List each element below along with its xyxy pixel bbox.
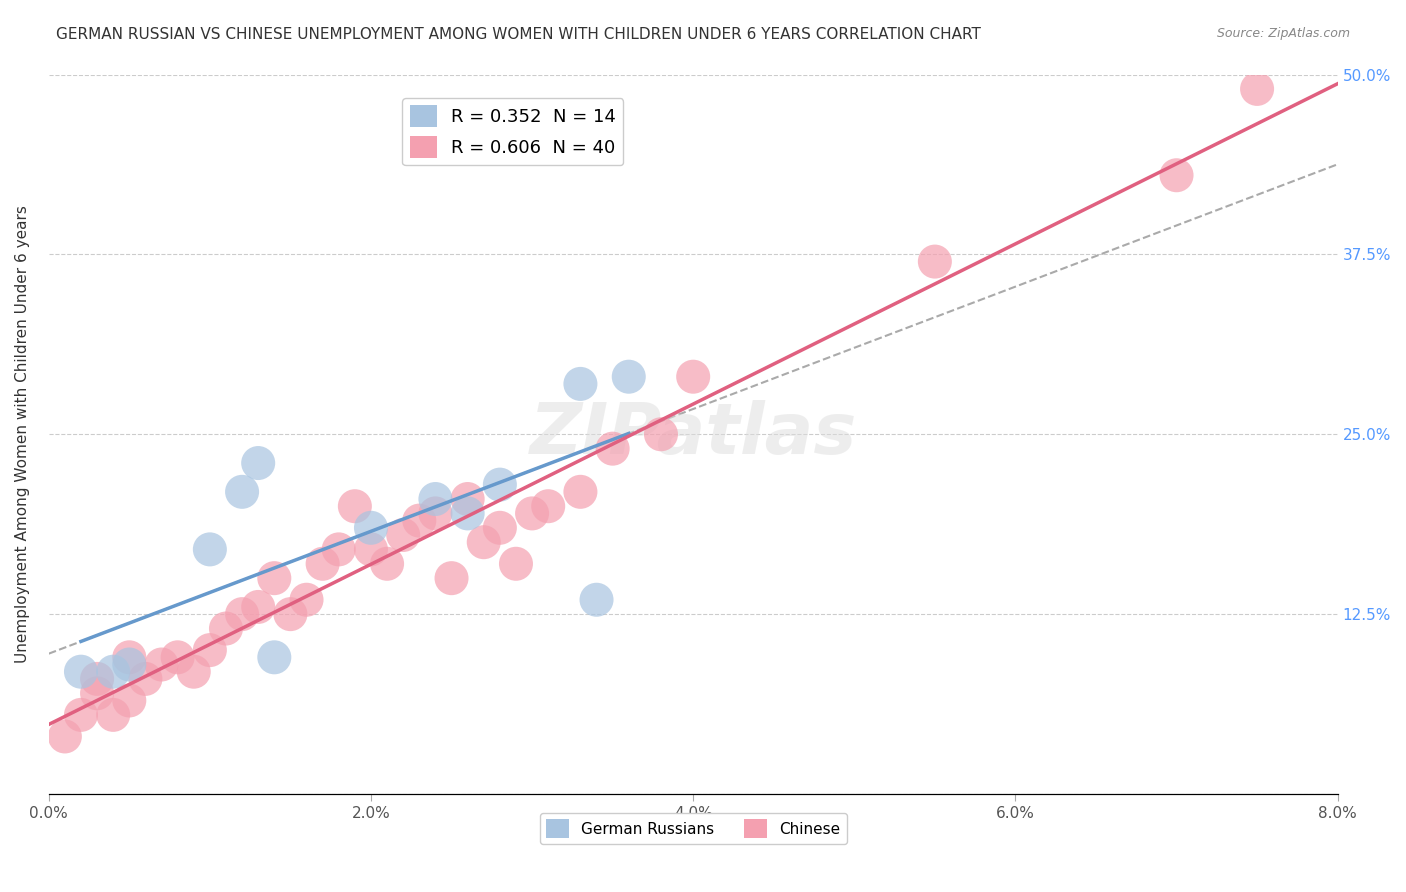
- Point: [263, 650, 285, 665]
- Point: [425, 507, 447, 521]
- Point: [86, 686, 108, 700]
- Text: GERMAN RUSSIAN VS CHINESE UNEMPLOYMENT AMONG WOMEN WITH CHILDREN UNDER 6 YEARS C: GERMAN RUSSIAN VS CHINESE UNEMPLOYMENT A…: [56, 27, 981, 42]
- Point: [166, 650, 188, 665]
- Point: [472, 535, 495, 549]
- Point: [650, 427, 672, 442]
- Text: ZIPatlas: ZIPatlas: [530, 400, 856, 469]
- Point: [231, 484, 253, 499]
- Point: [924, 254, 946, 268]
- Point: [295, 592, 318, 607]
- Point: [682, 369, 704, 384]
- Text: Source: ZipAtlas.com: Source: ZipAtlas.com: [1216, 27, 1350, 40]
- Point: [537, 500, 560, 514]
- Point: [247, 599, 270, 614]
- Point: [183, 665, 205, 679]
- Point: [617, 369, 640, 384]
- Point: [569, 484, 592, 499]
- Point: [70, 707, 93, 722]
- Point: [425, 491, 447, 506]
- Point: [408, 514, 430, 528]
- Point: [360, 521, 382, 535]
- Point: [457, 507, 479, 521]
- Point: [602, 442, 624, 456]
- Point: [198, 643, 221, 657]
- Point: [118, 693, 141, 707]
- Point: [520, 507, 543, 521]
- Point: [360, 542, 382, 557]
- Legend: German Russians, Chinese: German Russians, Chinese: [540, 814, 846, 844]
- Point: [311, 557, 333, 571]
- Point: [134, 672, 156, 686]
- Point: [1166, 168, 1188, 182]
- Point: [489, 521, 512, 535]
- Point: [505, 557, 527, 571]
- Point: [489, 477, 512, 491]
- Point: [53, 730, 76, 744]
- Point: [70, 665, 93, 679]
- Point: [343, 500, 366, 514]
- Point: [118, 657, 141, 672]
- Point: [103, 665, 125, 679]
- Point: [440, 571, 463, 585]
- Point: [280, 607, 302, 621]
- Y-axis label: Unemployment Among Women with Children Under 6 years: Unemployment Among Women with Children U…: [15, 205, 30, 664]
- Point: [328, 542, 350, 557]
- Point: [1246, 82, 1268, 96]
- Point: [263, 571, 285, 585]
- Point: [585, 592, 607, 607]
- Point: [118, 650, 141, 665]
- Point: [215, 622, 238, 636]
- Point: [375, 557, 398, 571]
- Point: [231, 607, 253, 621]
- Point: [86, 672, 108, 686]
- Point: [392, 528, 415, 542]
- Point: [569, 376, 592, 391]
- Point: [198, 542, 221, 557]
- Point: [457, 491, 479, 506]
- Point: [150, 657, 173, 672]
- Point: [103, 707, 125, 722]
- Point: [247, 456, 270, 470]
